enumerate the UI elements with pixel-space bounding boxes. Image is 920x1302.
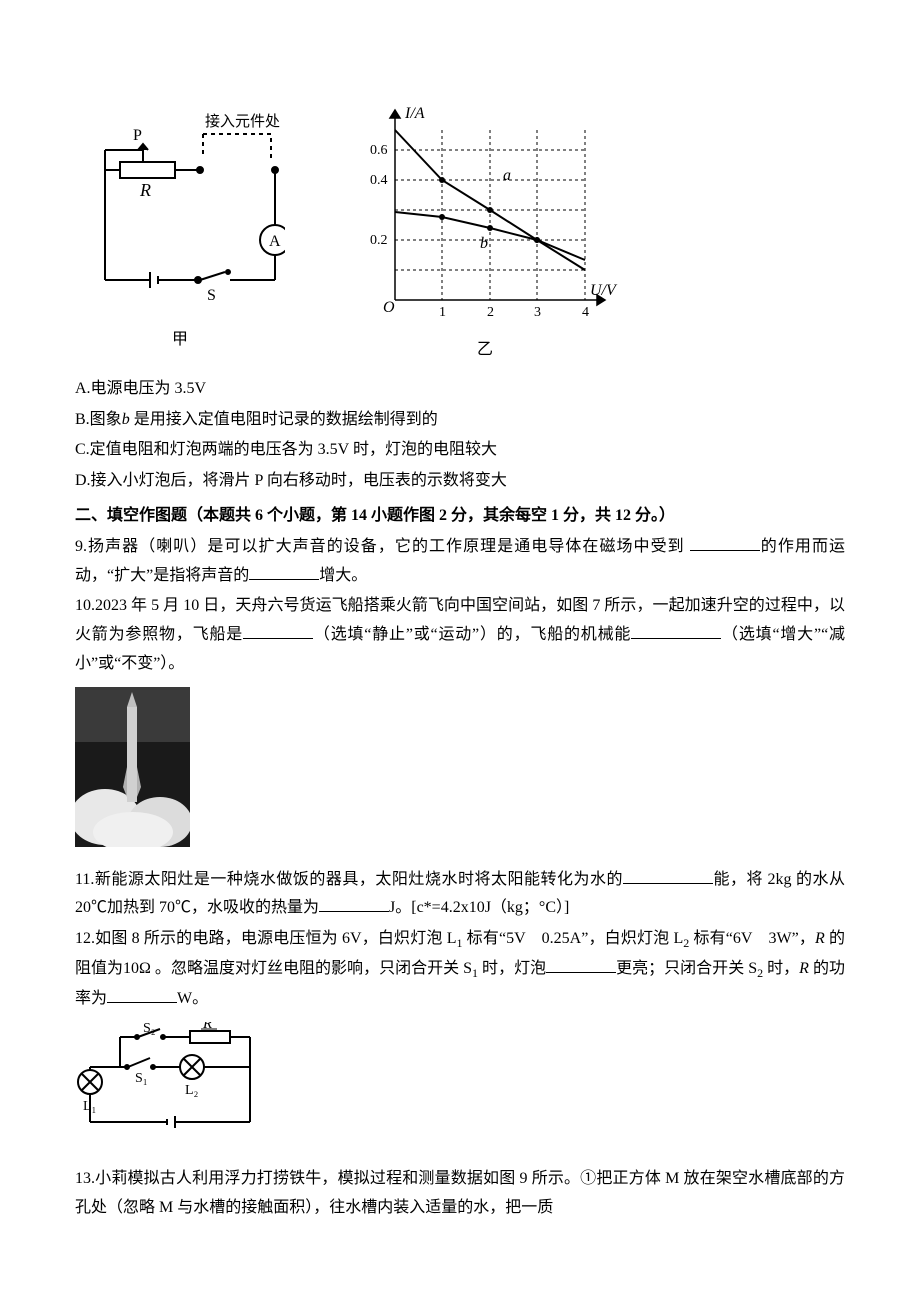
q12-label-l1: L₁ [83, 1099, 96, 1114]
rocket-image [75, 687, 845, 858]
xtick-4: 4 [582, 305, 589, 320]
q12-post: W。 [177, 990, 208, 1007]
q12-r1: R [815, 930, 825, 947]
q12-pre: 12.如图 8 所示的电路，电源电压恒为 6V，白炽灯泡 L [75, 930, 456, 947]
q11-pre: 11.新能源太阳灶是一种烧水做饭的器具，太阳灶烧水时将太阳能转化为水的 [75, 871, 623, 888]
xtick-3: 3 [534, 305, 541, 320]
q9-blank-1 [690, 535, 760, 551]
q10: 10.2023 年 5 月 10 日，天舟六号货运飞船搭乘火箭飞向中国空间站，如… [75, 592, 845, 678]
xtick-1: 1 [439, 305, 446, 320]
q12-label-l2: L₂ [185, 1083, 199, 1098]
q12-blank-1 [546, 957, 616, 973]
q9-pre: 9.扬声器（喇叭）是可以扩大声音的设备，它的工作原理是通电导体在磁场中受到 [75, 538, 685, 555]
ytick-04: 0.4 [370, 173, 388, 188]
graph-figure-yi: I/A U/V O 0.2 0.4 0.6 1 2 3 4 a b 乙 [345, 100, 625, 365]
circuit-figure-jia: P R A S 接入元件处 甲 [75, 100, 285, 365]
caption-yi: 乙 [477, 336, 493, 365]
figure-row: P R A S 接入元件处 甲 [75, 100, 845, 365]
q13: 13.小莉模拟古人利用浮力打捞铁牛，模拟过程和测量数据如图 9 所示。①把正方体… [75, 1165, 845, 1223]
q12-mid4: 时，灯泡 [478, 960, 546, 977]
label-s: S [207, 287, 216, 304]
q12-label-r: R [202, 1022, 212, 1032]
option-a: A.电源电压为 3.5V [75, 375, 845, 404]
q9: 9.扬声器（喇叭）是可以扩大声音的设备，它的工作原理是通电导体在磁场中受到 的作… [75, 533, 845, 591]
option-b-var: b [122, 411, 130, 428]
q10-blank-1 [243, 623, 313, 639]
q12-mid2: 标有“6V 3W”， [689, 930, 815, 947]
section-2-heading: 二、填空作图题（本题共 6 个小题，第 14 小题作图 2 分，其余每空 1 分… [75, 502, 845, 531]
option-b-post: 是用接入定值电阻时记录的数据绘制得到的 [130, 411, 438, 428]
graph-svg-yi: I/A U/V O 0.2 0.4 0.6 1 2 3 4 a b [345, 100, 625, 330]
q12-r2: R [799, 960, 809, 977]
option-b-pre: B.图象 [75, 411, 122, 428]
q10-blank-2 [631, 623, 721, 639]
option-d: D.接入小灯泡后，将滑片 P 向右移动时，电压表的示数将变大 [75, 467, 845, 496]
x-axis-label: U/V [590, 282, 618, 299]
y-axis-label: I/A [404, 105, 425, 122]
q11-post: J。[c*=4.2x10J（kg；°C）] [389, 899, 569, 916]
q9-blank-2 [249, 564, 319, 580]
option-c: C.定值电阻和灯泡两端的电压各为 3.5V 时，灯泡的电阻较大 [75, 436, 845, 465]
q12-label-s1: S₁ [135, 1071, 148, 1086]
q11: 11.新能源太阳灶是一种烧水做饭的器具，太阳灶烧水时将太阳能转化为水的能，将 2… [75, 866, 845, 924]
q10-mid1: （选填“静止”或“运动”）的，飞船的机械能 [313, 626, 631, 643]
label-r: R [139, 180, 151, 200]
ytick-02: 0.2 [370, 233, 388, 248]
series-a-label: a [503, 167, 511, 184]
q11-blank-1 [623, 868, 713, 884]
xtick-2: 2 [487, 305, 494, 320]
q12-mid1: 标有“5V 0.25A”，白炽灯泡 L [462, 930, 683, 947]
option-b: B.图象b 是用接入定值电阻时记录的数据绘制得到的 [75, 406, 845, 435]
ytick-06: 0.6 [370, 143, 388, 158]
q12-mid5: 更亮；只闭合开关 S [616, 960, 757, 977]
q9-post: 增大。 [319, 567, 367, 584]
label-a: A [269, 233, 281, 250]
origin-label: O [383, 299, 395, 316]
label-p: P [133, 127, 142, 144]
circuit-q12-image: L₁ L₂ S₁ S₂ R [75, 1022, 845, 1158]
q12-blank-2 [107, 987, 177, 1003]
label-port: 接入元件处 [205, 113, 280, 130]
q12-label-s2: S₂ [143, 1022, 156, 1036]
q12-mid6: 时， [763, 960, 799, 977]
caption-jia: 甲 [172, 326, 188, 355]
q11-blank-2 [319, 896, 389, 912]
q12: 12.如图 8 所示的电路，电源电压恒为 6V，白炽灯泡 L1 标有“5V 0.… [75, 925, 845, 1013]
series-b-label: b [480, 235, 488, 252]
circuit-svg-jia: P R A S 接入元件处 [75, 100, 285, 320]
